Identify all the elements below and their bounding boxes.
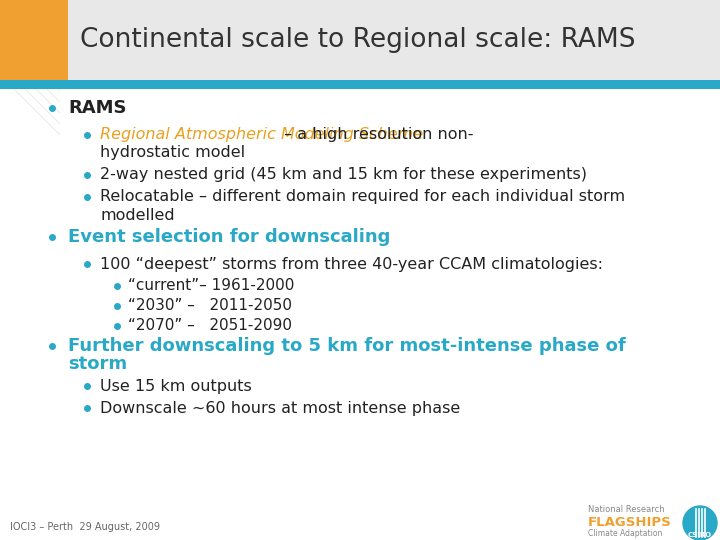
Text: RAMS: RAMS: [68, 99, 127, 117]
Text: modelled: modelled: [100, 207, 175, 222]
Text: storm: storm: [68, 355, 127, 373]
Bar: [60, 88, 720, 540]
Text: Relocatable – different domain required for each individual storm: Relocatable – different domain required …: [100, 190, 625, 205]
Text: CSIRO: CSIRO: [688, 532, 712, 538]
Bar: [0, 80, 720, 89]
Circle shape: [683, 506, 717, 540]
Text: Climate Adaptation: Climate Adaptation: [588, 529, 662, 537]
Text: Further downscaling to 5 km for most-intense phase of: Further downscaling to 5 km for most-int…: [68, 337, 626, 355]
Text: Downscale ~60 hours at most intense phase: Downscale ~60 hours at most intense phas…: [100, 401, 460, 415]
Text: – a high resolution non-: – a high resolution non-: [279, 127, 473, 143]
Text: “2070” –   2051-2090: “2070” – 2051-2090: [128, 319, 292, 334]
Text: National Research: National Research: [588, 505, 665, 515]
Text: Use 15 km outputs: Use 15 km outputs: [100, 379, 252, 394]
Bar: [0, 0, 68, 80]
Text: Regional Atmospheric Modeling Scheme: Regional Atmospheric Modeling Scheme: [100, 127, 423, 143]
Bar: [0, 0, 720, 80]
Text: Event selection for downscaling: Event selection for downscaling: [68, 228, 390, 246]
Text: “current”– 1961-2000: “current”– 1961-2000: [128, 279, 294, 294]
Text: “2030” –   2011-2050: “2030” – 2011-2050: [128, 299, 292, 314]
Text: hydrostatic model: hydrostatic model: [100, 145, 245, 160]
Text: 2-way nested grid (45 km and 15 km for these experiments): 2-way nested grid (45 km and 15 km for t…: [100, 167, 587, 183]
Text: IOCI3 – Perth  29 August, 2009: IOCI3 – Perth 29 August, 2009: [10, 522, 160, 532]
Text: FLAGSHIPS: FLAGSHIPS: [588, 516, 672, 529]
Text: Continental scale to Regional scale: RAMS: Continental scale to Regional scale: RAM…: [80, 27, 636, 53]
Text: 100 “deepest” storms from three 40-year CCAM climatologies:: 100 “deepest” storms from three 40-year …: [100, 256, 603, 272]
